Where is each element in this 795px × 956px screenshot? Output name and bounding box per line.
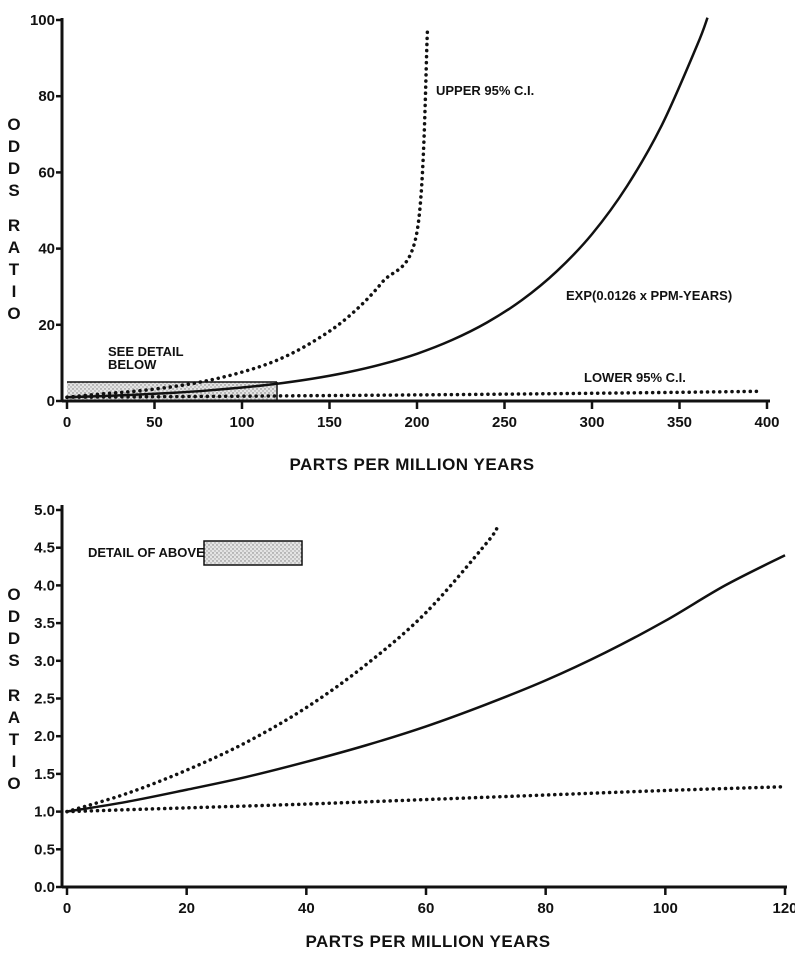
y-tick-label: 3.0 (34, 653, 55, 670)
x-tick-label: 80 (537, 900, 554, 917)
y-tick-label: 1.5 (34, 766, 55, 783)
y-tick-label: 2.5 (34, 691, 55, 708)
series-line-lower-95-c-i (65, 389, 760, 399)
y-tick-label: 1.0 (34, 804, 55, 821)
bottom-curves (65, 524, 787, 814)
top-ticks: 0 50 100 150 200 250 300 350 400 0 20 40 60 80 100 (30, 12, 780, 431)
curve-formula-label: EXP(0.0126 x PPM-YEARS) (566, 288, 732, 303)
bottom-ticks: 0 20 40 60 80 100 120 0.0 0.5 1.0 1.5 2.0 2.5 3.0 3.5 4… (34, 502, 795, 917)
y-tick-label: 20 (38, 317, 55, 334)
x-tick-label: 0 (63, 414, 71, 431)
y-tick-label: 3.5 (34, 615, 55, 632)
see-detail-label-2: BELOW (108, 357, 157, 372)
y-tick-label: 40 (38, 241, 55, 258)
y-tick-label: 0.5 (34, 841, 55, 858)
y-tick-label: 100 (30, 12, 55, 29)
upper-ci-label: UPPER 95% C.I. (436, 83, 534, 98)
y-tick-label: 60 (38, 164, 55, 181)
detail-legend-swatch (203, 540, 303, 566)
y-tick-label: 4.5 (34, 540, 55, 557)
x-tick-label: 400 (754, 414, 779, 431)
y-tick-label: 5.0 (34, 502, 55, 519)
series-line-exp-0-0126-x-ppm-years (66, 554, 786, 813)
series-line-lower-95-c-i (65, 784, 787, 814)
top-curves (65, 17, 760, 399)
y-tick-label: 0 (47, 393, 55, 410)
x-tick-label: 150 (317, 414, 342, 431)
x-tick-label: 60 (418, 900, 435, 917)
x-tick-label: 300 (579, 414, 604, 431)
x-tick-label: 100 (653, 900, 678, 917)
y-tick-label: 2.0 (34, 728, 55, 745)
bottom-x-axis-title: PARTS PER MILLION YEARS (305, 932, 550, 951)
x-tick-label: 120 (772, 900, 795, 917)
series-line-upper-95-c-i (65, 27, 430, 399)
series-line-upper-95-c-i (65, 524, 500, 814)
y-tick-label: 0.0 (34, 879, 55, 896)
see-detail-label: SEE DETAIL (108, 344, 184, 359)
series-line-exp-0-0126-x-ppm-years (66, 17, 709, 399)
x-tick-label: 0 (63, 900, 71, 917)
lower-ci-label: LOWER 95% C.I. (584, 370, 686, 385)
top-x-axis-title: PARTS PER MILLION YEARS (289, 455, 534, 474)
y-tick-label: 80 (38, 88, 55, 105)
x-tick-label: 100 (229, 414, 254, 431)
x-tick-label: 350 (667, 414, 692, 431)
detail-of-above-label: DETAIL OF ABOVE (88, 545, 205, 560)
x-tick-label: 50 (146, 414, 163, 431)
x-tick-label: 20 (178, 900, 195, 917)
x-tick-label: 200 (404, 414, 429, 431)
x-tick-label: 250 (492, 414, 517, 431)
x-tick-label: 40 (298, 900, 315, 917)
y-tick-label: 4.0 (34, 577, 55, 594)
